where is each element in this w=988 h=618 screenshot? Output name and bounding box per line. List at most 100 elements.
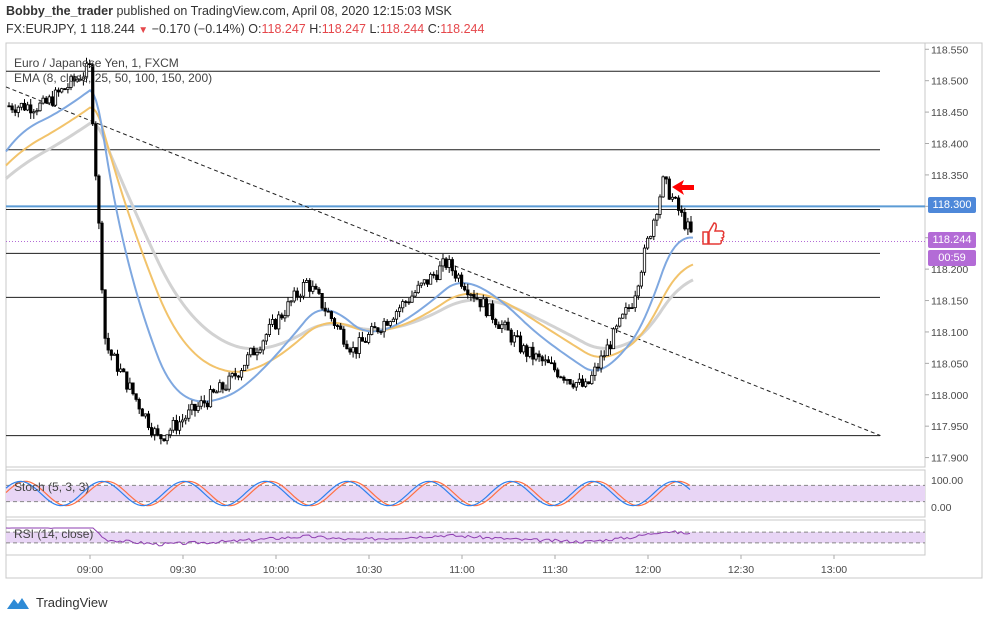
candle-body xyxy=(270,319,275,325)
candle-body xyxy=(162,438,166,442)
x-tick-label: 09:30 xyxy=(170,564,196,576)
candle-body xyxy=(190,403,194,411)
candle-body xyxy=(580,378,585,387)
candle-body xyxy=(236,375,240,378)
x-tick-label: 13:00 xyxy=(821,564,847,576)
candle-body xyxy=(63,88,67,91)
down-arrow-icon: ▼ xyxy=(138,25,149,36)
candle-body xyxy=(205,402,209,408)
open-value: 118.247 xyxy=(261,22,306,36)
candle-body xyxy=(357,337,361,354)
y-tick-label: 117.900 xyxy=(931,453,968,465)
x-tick-label: 11:30 xyxy=(542,564,568,576)
candle-body xyxy=(509,329,513,343)
candle-body xyxy=(239,370,244,378)
candle-body xyxy=(91,64,95,125)
candle-body xyxy=(320,293,324,309)
candle-body xyxy=(425,279,430,285)
candle-body xyxy=(7,105,11,108)
high-label: H: xyxy=(309,22,322,36)
published-text: published on TradingView.com, April 08, … xyxy=(116,4,452,18)
candle-body xyxy=(652,219,656,237)
candle-body xyxy=(94,123,98,177)
candle-body xyxy=(165,434,169,442)
x-tick-label: 11:00 xyxy=(449,564,475,576)
candle-body xyxy=(481,298,485,308)
candle-body xyxy=(363,340,368,343)
candle-body xyxy=(670,196,675,200)
candle-body xyxy=(119,368,123,372)
candle-body xyxy=(180,419,185,423)
stoch-band xyxy=(6,485,925,502)
candle-body xyxy=(53,89,58,106)
y-tick-label: 118.050 xyxy=(931,358,968,370)
y-tick-label: 118.450 xyxy=(931,107,968,119)
rsi-legend[interactable]: RSI (14, close) xyxy=(14,527,94,541)
tradingview-brand[interactable]: TradingView xyxy=(6,595,108,610)
candle-body xyxy=(680,210,684,213)
candle-body xyxy=(38,102,42,112)
candle-body xyxy=(103,289,107,339)
candle-body xyxy=(308,280,312,292)
y-tick-label: 118.100 xyxy=(931,327,968,339)
candle-body xyxy=(202,400,206,404)
candle-body xyxy=(131,382,135,395)
candle-body xyxy=(277,314,281,330)
candle-body xyxy=(289,300,293,303)
author-name[interactable]: Bobby_the_trader xyxy=(6,4,113,18)
candle-body xyxy=(140,408,144,417)
candle-body xyxy=(661,176,665,198)
candle-body xyxy=(264,334,268,342)
candle-body xyxy=(335,325,340,327)
candle-body xyxy=(503,321,507,326)
candle-body xyxy=(41,97,45,104)
candle-body xyxy=(655,213,659,221)
candle-body xyxy=(339,325,343,330)
ema-legend[interactable]: EMA (8, close, 25, 50, 100, 150, 200) xyxy=(14,71,213,85)
brand-name: TradingView xyxy=(36,595,108,610)
candle-body xyxy=(32,111,36,114)
candle-body xyxy=(13,109,17,113)
candle-body xyxy=(428,273,433,285)
candle-body xyxy=(323,307,327,312)
candle-body xyxy=(22,102,27,111)
candle-body xyxy=(568,379,572,385)
candle-body xyxy=(376,327,380,333)
candle-body xyxy=(143,413,147,417)
candle-body xyxy=(391,318,396,322)
candle-body xyxy=(57,89,61,93)
candle-body xyxy=(667,178,671,200)
candle-body xyxy=(153,428,157,436)
instrument-label: Euro / Japanese Yen, 1, FXCM xyxy=(14,56,179,70)
candle-body xyxy=(159,434,163,440)
y-tick-label: 118.500 xyxy=(931,76,968,88)
candle-body xyxy=(562,376,566,381)
candle-body xyxy=(258,349,262,353)
candle-body xyxy=(75,78,79,82)
candle-body xyxy=(29,104,33,114)
candle-body xyxy=(25,104,30,111)
stoch-legend[interactable]: Stoch (5, 3, 3) xyxy=(14,480,90,494)
candle-body xyxy=(459,274,464,287)
candle-body xyxy=(252,347,256,356)
candle-body xyxy=(686,221,690,230)
candle-body xyxy=(549,362,554,365)
candle-body xyxy=(44,97,48,104)
candle-body xyxy=(649,235,653,239)
candle-body xyxy=(565,379,569,381)
stoch-tick-label: 100.00 xyxy=(931,475,963,487)
candle-body xyxy=(382,320,386,333)
candle-body xyxy=(314,285,318,290)
candle-body xyxy=(416,284,420,293)
candle-body xyxy=(354,347,358,354)
candle-body xyxy=(394,311,399,320)
candle-body xyxy=(401,301,405,309)
candle-body xyxy=(249,347,253,356)
candle-body xyxy=(525,345,529,357)
candle-body xyxy=(484,298,489,317)
candle-body xyxy=(156,428,160,436)
candle-body xyxy=(605,344,609,357)
candle-body xyxy=(444,258,448,268)
candle-body xyxy=(267,323,272,336)
